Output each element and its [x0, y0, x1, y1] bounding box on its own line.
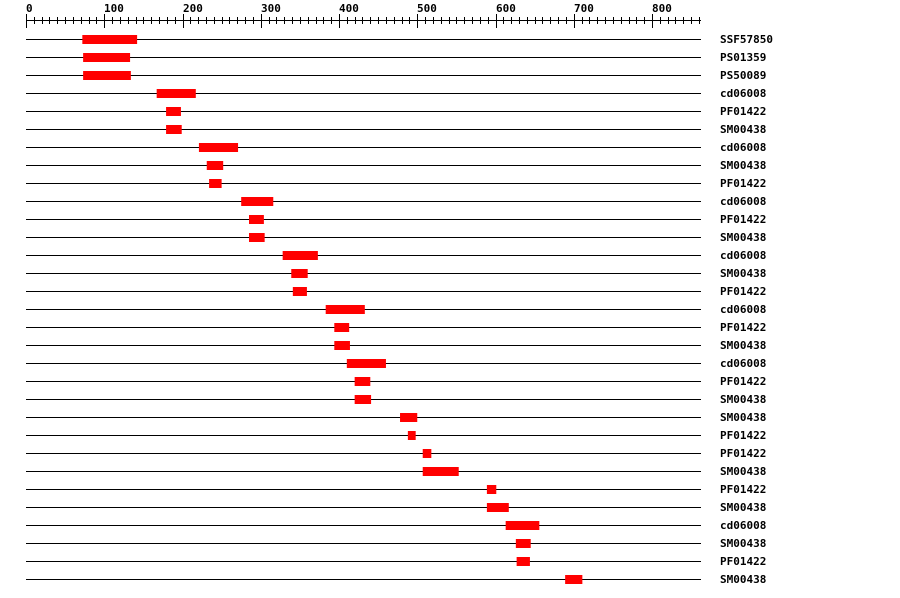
domain-label: cd06008	[720, 141, 766, 154]
axis-tick-label: 200	[183, 2, 203, 15]
domain-bar	[249, 233, 265, 242]
domain-label: SM00438	[720, 159, 766, 172]
domain-bar	[505, 521, 540, 530]
domain-bar	[241, 197, 274, 206]
domain-bar	[422, 467, 459, 476]
domain-label: PF01422	[720, 429, 766, 442]
domain-label: cd06008	[720, 87, 766, 100]
domain-bar	[515, 539, 531, 548]
axis-tick-label: 0	[26, 2, 33, 15]
axis-tick-label: 700	[574, 2, 594, 15]
domain-label: PF01422	[720, 483, 766, 496]
domain-bar	[249, 215, 264, 224]
domain-bar	[354, 395, 372, 404]
domain-label: SM00438	[720, 231, 766, 244]
domain-bar	[334, 341, 350, 350]
domain-label: cd06008	[720, 195, 766, 208]
domain-bar	[422, 449, 432, 458]
domain-label: PF01422	[720, 375, 766, 388]
axis-tick-label: 500	[417, 2, 437, 15]
domain-label: PF01422	[720, 321, 766, 334]
domain-label: cd06008	[720, 519, 766, 532]
domain-bar	[156, 89, 196, 98]
domain-label: SM00438	[720, 501, 766, 514]
domain-bar	[291, 269, 308, 278]
domain-label: cd06008	[720, 249, 766, 262]
domain-bar	[166, 107, 181, 116]
domain-label: PF01422	[720, 213, 766, 226]
domain-bar	[486, 503, 509, 512]
domain-label: PF01422	[720, 105, 766, 118]
axis-tick-label: 800	[652, 2, 672, 15]
domain-label: SM00438	[720, 573, 766, 586]
domain-label: cd06008	[720, 303, 766, 316]
axis-tick-label: 600	[496, 2, 516, 15]
axis-tick-label: 400	[339, 2, 359, 15]
domain-label: SM00438	[720, 339, 766, 352]
domain-bar	[166, 125, 182, 134]
domain-bar	[282, 251, 318, 260]
domain-bar	[565, 575, 583, 584]
domain-label: PF01422	[720, 177, 766, 190]
domain-bar	[83, 53, 131, 62]
domain-bar	[82, 35, 138, 44]
domain-bar	[354, 377, 371, 386]
domain-label: PS50089	[720, 69, 766, 82]
domain-label: cd06008	[720, 357, 766, 370]
domain-bar	[516, 557, 530, 566]
axis-tick-label: 300	[261, 2, 281, 15]
domain-label: PF01422	[720, 447, 766, 460]
domain-label: SM00438	[720, 123, 766, 136]
domain-label: SSF57850	[720, 33, 773, 46]
domain-bar	[83, 71, 131, 80]
domain-label: SM00438	[720, 267, 766, 280]
domain-bar	[198, 143, 239, 152]
domain-label: SM00438	[720, 465, 766, 478]
domain-label: SM00438	[720, 411, 766, 424]
domain-bar	[407, 431, 416, 440]
domain-bar	[334, 323, 350, 332]
axis-tick-label: 100	[104, 2, 124, 15]
domain-bar	[206, 161, 224, 170]
domain-bar	[209, 179, 222, 188]
domain-bar	[346, 359, 386, 368]
domain-label: PF01422	[720, 555, 766, 568]
domain-bar	[486, 485, 497, 494]
domain-label: SM00438	[720, 537, 766, 550]
domain-bar	[325, 305, 365, 314]
domain-bar	[292, 287, 307, 296]
domain-bar	[400, 413, 418, 422]
domain-label: SM00438	[720, 393, 766, 406]
domain-label: PS01359	[720, 51, 766, 64]
domain-label: PF01422	[720, 285, 766, 298]
